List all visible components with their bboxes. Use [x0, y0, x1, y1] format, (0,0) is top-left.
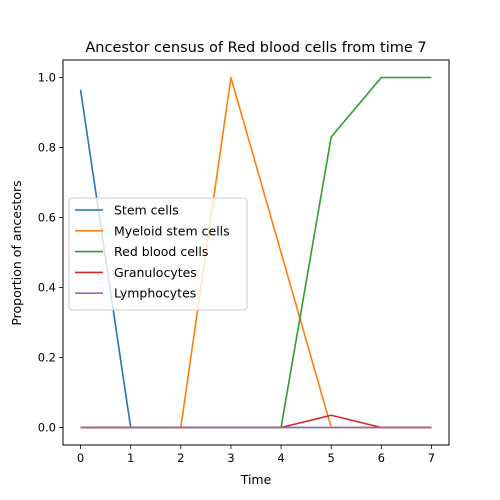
y-tick-label: 0.6	[38, 211, 56, 225]
legend-label: Myeloid stem cells	[114, 223, 230, 238]
series-layer	[79, 76, 432, 429]
legend-label: Lymphocytes	[114, 286, 196, 301]
x-tick-label: 3	[227, 451, 234, 465]
axis-ticks: 0 1 2 3 4 5 6 7 0.0 0.2 0.4 0.6 0.8 1.0	[38, 71, 435, 466]
x-tick-label: 2	[177, 451, 184, 465]
series-line-granulocytes	[80, 414, 432, 429]
x-tick-label: 1	[127, 451, 134, 465]
legend: Stem cells Myeloid stem cells Red blood ce…	[68, 197, 248, 311]
y-tick-label: 0.0	[38, 421, 56, 435]
x-axis-label: Time	[240, 472, 272, 487]
x-tick-label: 5	[328, 451, 335, 465]
x-tick-label: 7	[428, 451, 435, 465]
y-tick-label: 1.0	[38, 71, 56, 85]
y-tick-label: 0.4	[38, 281, 56, 295]
x-tick-label: 6	[378, 451, 385, 465]
x-tick-label: 4	[277, 451, 284, 465]
chart-title: Ancestor census of Red blood cells from …	[85, 40, 426, 56]
axes-frame	[62, 59, 450, 446]
y-tick-label: 0.8	[38, 141, 56, 155]
legend-label: Red blood cells	[114, 244, 208, 259]
legend-label: Stem cells	[114, 203, 179, 218]
legend-box	[68, 197, 248, 311]
legend-label: Granulocytes	[114, 265, 197, 280]
y-tick-label: 0.2	[38, 351, 56, 365]
y-axis-label: Proportion of ancestors	[9, 180, 24, 325]
x-tick-label: 0	[77, 451, 84, 465]
